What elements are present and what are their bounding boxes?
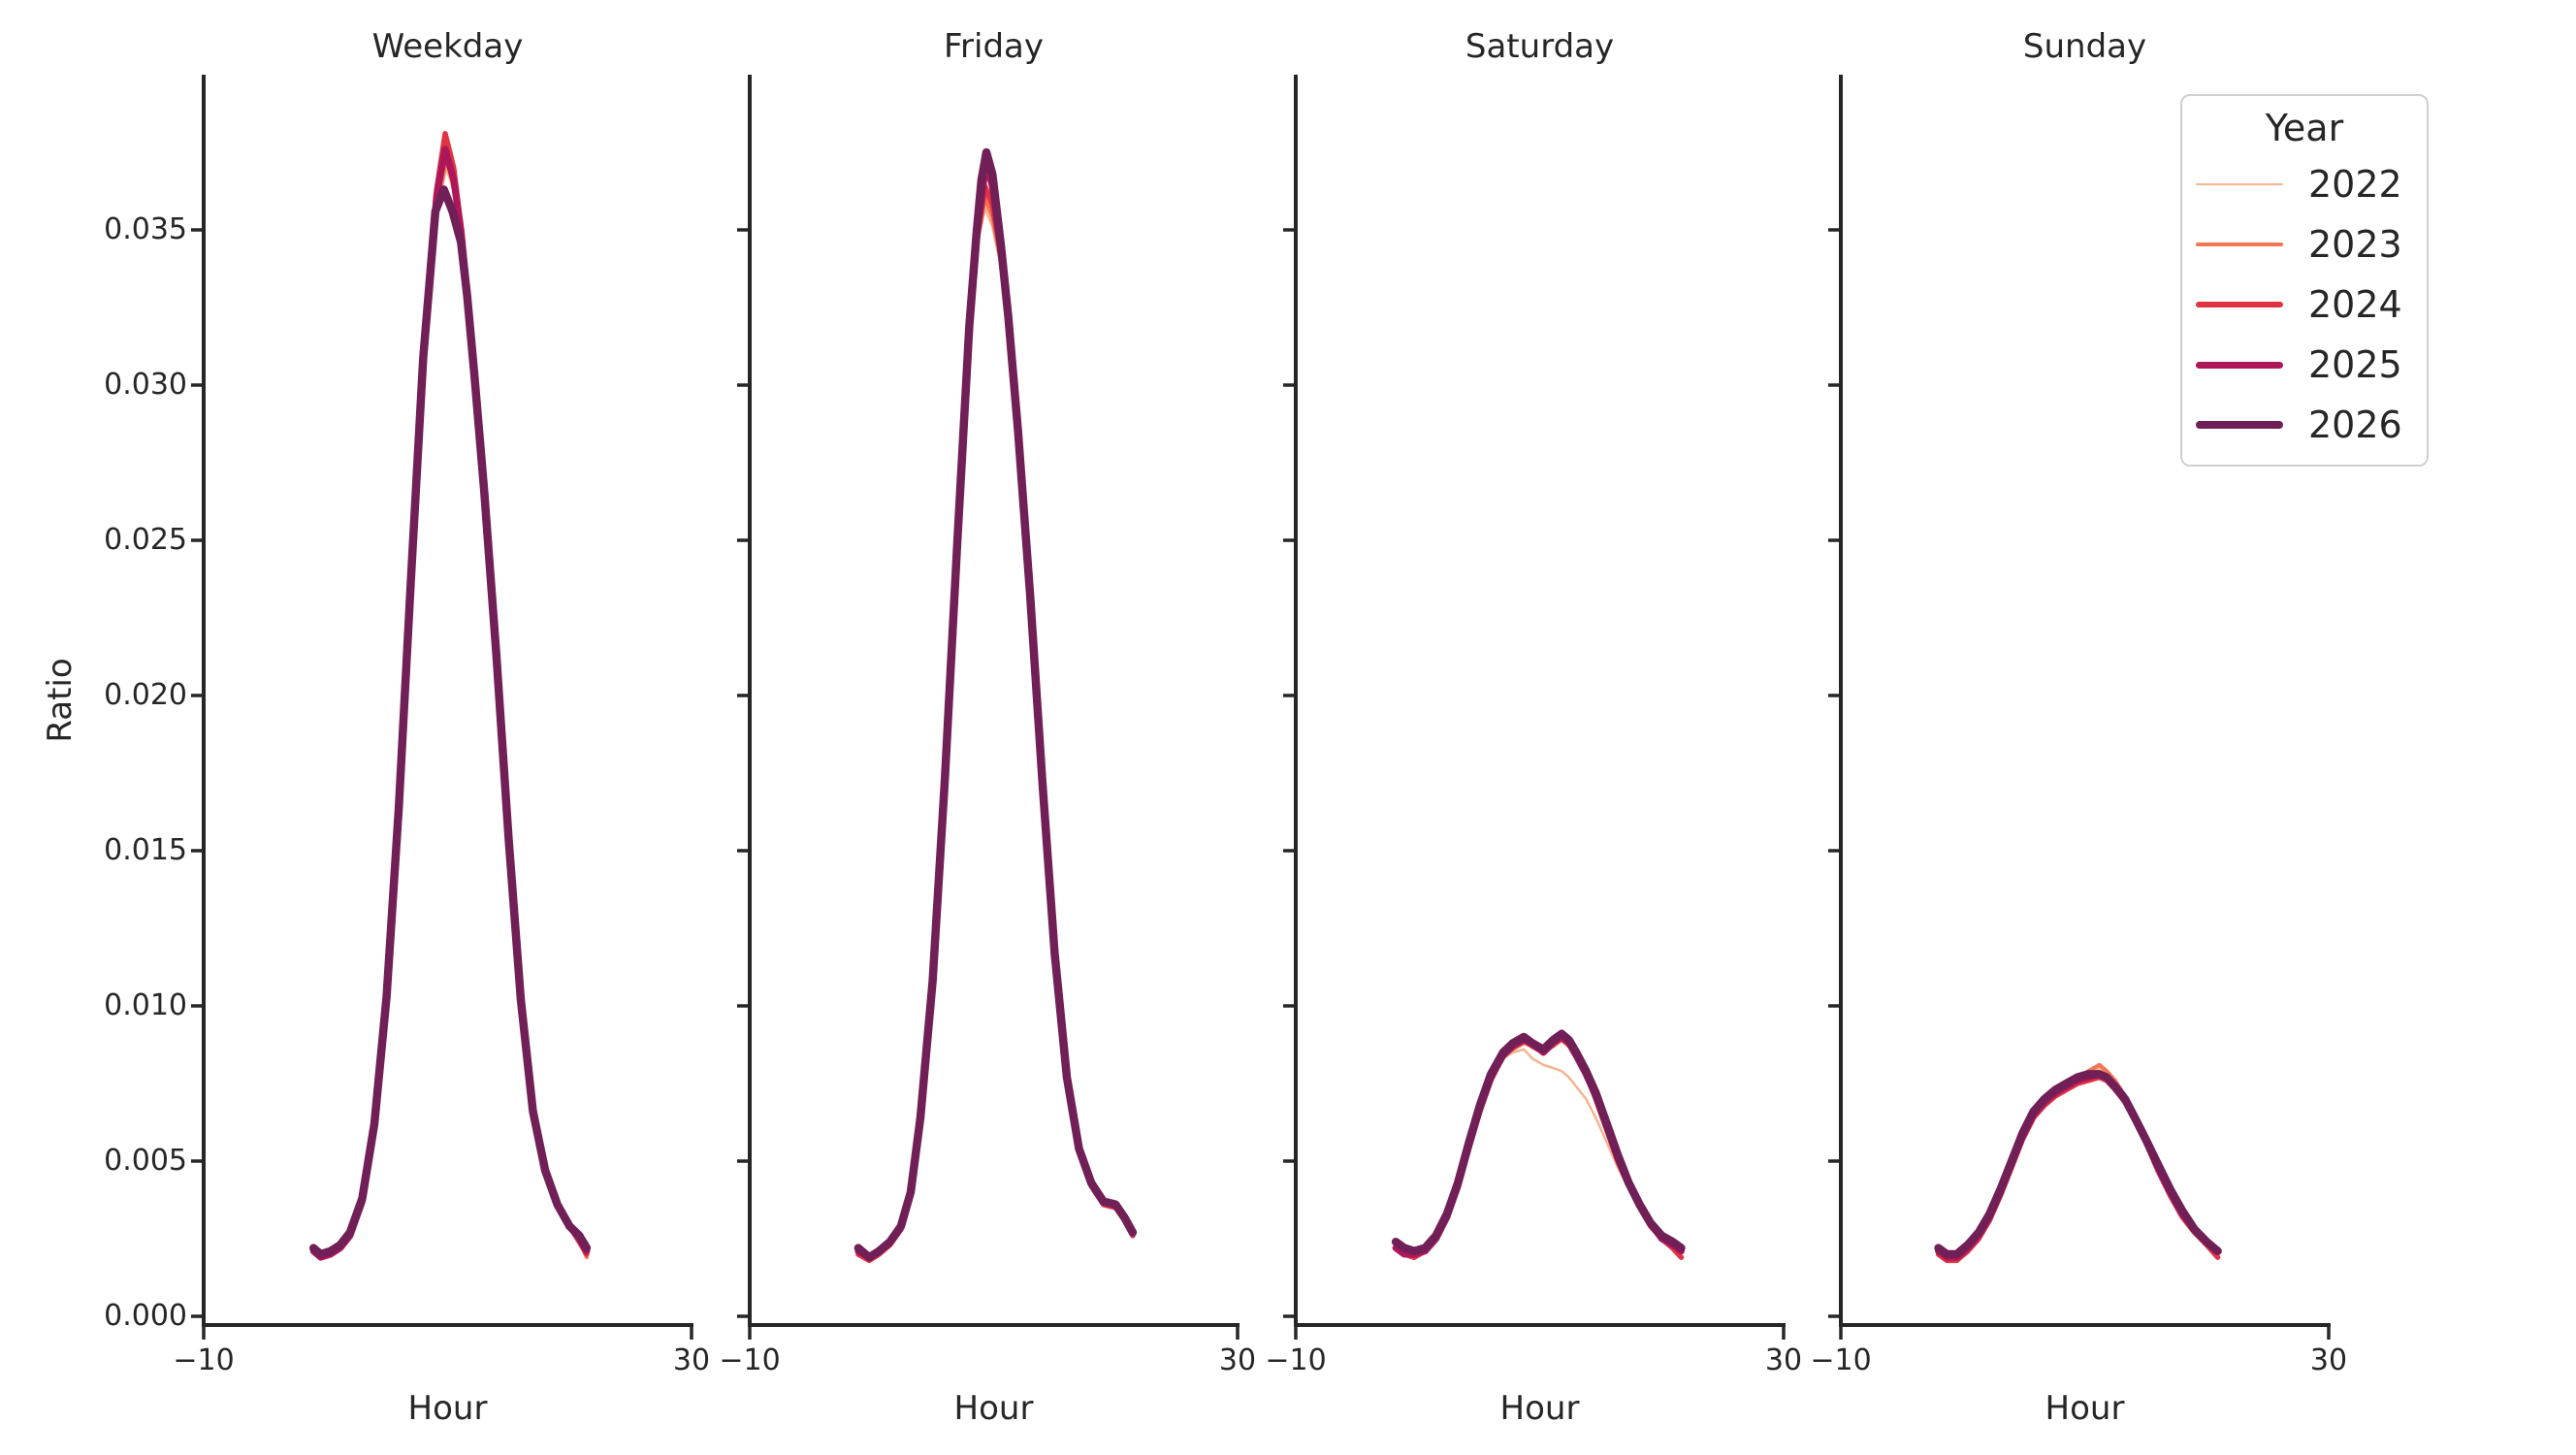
y-tick-label: 0.030 (104, 368, 187, 402)
series-line-2025 (854, 158, 1137, 1261)
legend-row-2024: 2024 (2182, 275, 2427, 335)
legend-rows: 2022 2023 2024 2025 2026 (2182, 154, 2427, 455)
legend-line-swatch (2196, 182, 2283, 186)
y-tick-label: 0.000 (104, 1299, 187, 1333)
legend-row-2026: 2026 (2182, 395, 2427, 455)
y-tick-label: 0.005 (104, 1144, 187, 1178)
x-tick-label: 30 (1218, 1343, 1257, 1377)
series-line-2022 (856, 207, 1135, 1262)
legend-row-2022: 2022 (2182, 154, 2427, 214)
y-tick-label: 0.010 (104, 988, 187, 1022)
panel-title-weekday: Weekday (371, 27, 524, 66)
legend-line-swatch (2196, 361, 2283, 369)
x-axis-label: Hour (407, 1389, 488, 1428)
x-tick-label: −10 (1265, 1343, 1327, 1377)
y-tick-label: 0.020 (104, 678, 187, 712)
y-tick-label: 0.035 (104, 212, 187, 246)
legend: Year 2022 2023 2024 2025 2026 (2180, 94, 2429, 467)
x-tick-label: 30 (672, 1343, 711, 1377)
series-line-2025 (309, 146, 591, 1261)
x-tick-label: −10 (719, 1343, 781, 1377)
series-line-2026 (1934, 1070, 2222, 1259)
legend-label: 2024 (2308, 283, 2402, 326)
y-tick-label: 0.025 (104, 523, 187, 557)
panel-title-friday: Friday (943, 27, 1045, 66)
series-line-2026 (853, 147, 1138, 1262)
legend-line-swatch (2196, 302, 2283, 307)
legend-line-swatch (2196, 242, 2283, 246)
series-line-2023 (855, 197, 1135, 1263)
x-tick-label: 30 (1764, 1343, 1803, 1377)
series-line-2024 (855, 183, 1136, 1264)
x-tick-label: −10 (1810, 1343, 1872, 1377)
series-line-2023 (311, 156, 589, 1260)
x-axis-label: Hour (1499, 1389, 1580, 1428)
series-line-2026 (1391, 1029, 1686, 1256)
panel-title-sunday: Sunday (2022, 27, 2147, 66)
x-tick-label: 30 (2309, 1343, 2348, 1377)
legend-row-2025: 2025 (2182, 335, 2427, 395)
legend-title: Year (2265, 107, 2344, 149)
legend-label: 2022 (2308, 163, 2402, 206)
legend-label: 2023 (2308, 223, 2402, 266)
series-line-2026 (308, 185, 592, 1259)
x-axis-label: Hour (953, 1389, 1034, 1428)
series-line-2022 (311, 166, 589, 1259)
series-line-2024 (310, 131, 590, 1260)
y-tick-label: 0.015 (104, 833, 187, 867)
y-axis-label: Ratio (41, 658, 80, 743)
legend-label: 2025 (2308, 343, 2402, 386)
legend-row-2023: 2023 (2182, 214, 2427, 275)
x-tick-label: −10 (173, 1343, 235, 1377)
panel-title-saturday: Saturday (1465, 27, 1615, 66)
legend-label: 2026 (2308, 404, 2402, 446)
legend-line-swatch (2196, 420, 2283, 430)
x-axis-label: Hour (2045, 1389, 2125, 1428)
